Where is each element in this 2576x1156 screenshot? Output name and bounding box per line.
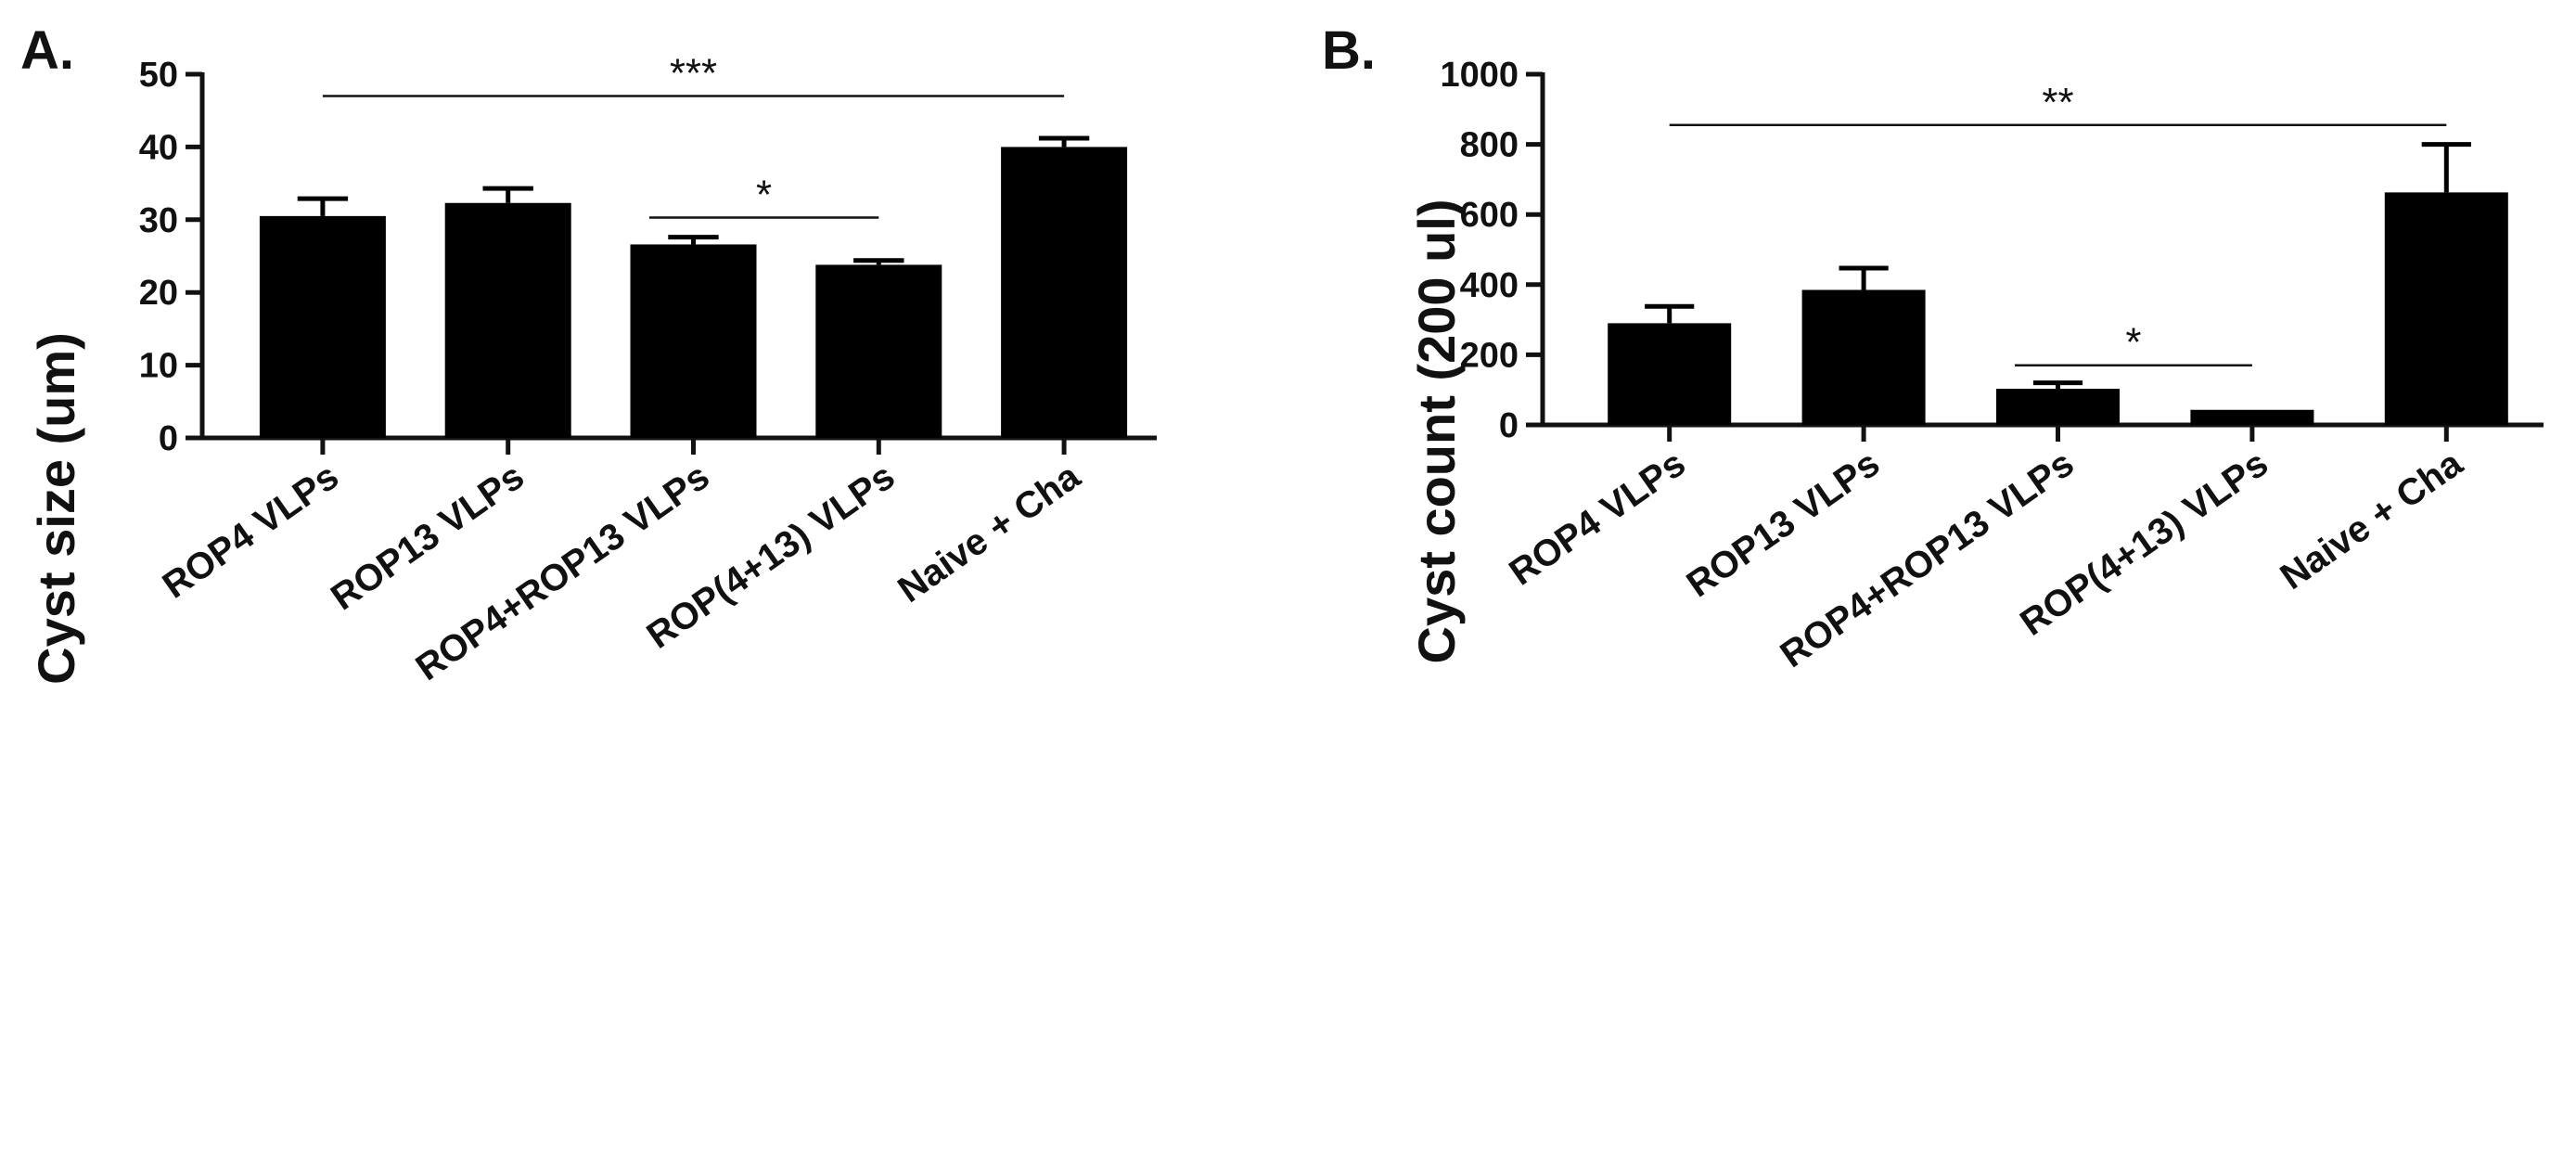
panel-b-category-label: ROP4 VLPs (1502, 443, 1693, 593)
panel-a-category-label: ROP4 VLPs (156, 456, 347, 606)
panel-b-y-axis-title: Cyst count (200 ul) (1407, 199, 1466, 664)
panel-a-y-tick-label: 50 (139, 56, 178, 95)
panel-b-significance-label: * (2125, 320, 2141, 366)
panel-a-category-label: Naive + Cha (891, 456, 1088, 610)
panel-b-y-tick-label: 0 (1499, 406, 1519, 445)
panel-a-y-tick-label: 40 (139, 128, 178, 167)
panel-a-y-tick-label: 0 (159, 419, 178, 458)
panel-b-bar (2190, 409, 2314, 425)
panel-a-bar (630, 244, 757, 438)
panel-a-category-label: ROP4+ROP13 VLPs (409, 456, 717, 688)
panel-a-y-axis-title: Cyst size (um) (27, 332, 85, 685)
panel-b-category-label: ROP13 VLPs (1680, 443, 1888, 605)
panel-a-label: A. (20, 20, 74, 81)
panel-b-category-label: Naive + Cha (2274, 443, 2471, 597)
panel-b-y-tick-label: 1000 (1440, 56, 1519, 95)
panel-b-bar (1996, 389, 2120, 425)
panel-a-y-tick-label: 10 (139, 347, 178, 386)
panel-a: A. Cyst size (um) 0 10 20 30 40 50 ROP4 VLPs RO… (20, 20, 1157, 688)
panel-b-y-tick-label: 200 (1460, 336, 1519, 375)
panel-a-significance-label: *** (670, 51, 717, 96)
panel-b-significance-label: ** (2042, 80, 2073, 125)
panel-a-significance-label: * (756, 172, 772, 217)
panel-b: B. Cyst count (200 ul) 0 200 400 600 800 1000… (1322, 20, 2544, 675)
panel-a-y-tick-label: 20 (139, 274, 178, 313)
panel-b-bar (1608, 323, 1732, 425)
panel-b-bar (2384, 192, 2508, 425)
panel-a-y-tick-label: 30 (139, 201, 178, 240)
panel-a-bar (815, 264, 942, 438)
panel-b-y-tick-label: 800 (1460, 126, 1519, 165)
panel-b-y-tick-label: 400 (1460, 266, 1519, 305)
panel-a-bar (259, 215, 386, 438)
panel-a-bar (444, 202, 571, 438)
panel-b-y-tick-label: 600 (1460, 196, 1519, 235)
panel-b-label: B. (1322, 20, 1376, 81)
panel-a-bar (1001, 147, 1128, 438)
panel-b-bar (1801, 289, 1926, 425)
